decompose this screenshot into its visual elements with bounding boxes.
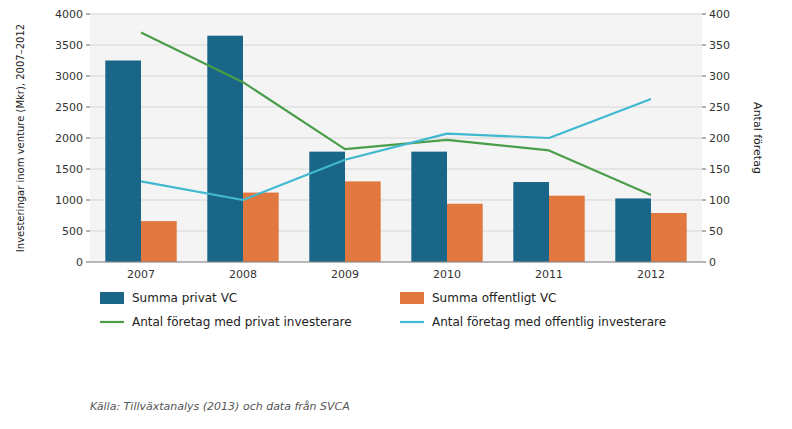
- grid-line: [90, 200, 702, 201]
- tick-label: 200: [709, 132, 730, 145]
- tick: [702, 262, 706, 263]
- grid-line: [90, 76, 702, 77]
- source-note: Källa: Tillväxtanalys (2013) och data fr…: [90, 400, 350, 413]
- line: [141, 99, 651, 200]
- bar: [105, 61, 141, 263]
- bar: [447, 204, 483, 262]
- legend-label: Antal företag med offentlig investerare: [432, 315, 666, 329]
- bar: [615, 198, 651, 262]
- tick-label: 2008: [229, 268, 257, 281]
- tick-label: 100: [709, 194, 730, 207]
- tick-label: 1000: [55, 194, 83, 207]
- grid-line: [90, 14, 702, 15]
- tick-label: 1500: [55, 163, 83, 176]
- plot-area: [90, 14, 702, 262]
- tick-label: 3500: [55, 39, 83, 52]
- tick-label: 2007: [127, 268, 155, 281]
- line: [141, 33, 651, 195]
- tick: [86, 169, 90, 170]
- tick-label: 500: [62, 225, 83, 238]
- tick-label: 2011: [535, 268, 563, 281]
- legend: Summa privat VC Summa offentligt VC Antal …: [100, 291, 666, 329]
- marks: [105, 33, 686, 262]
- tick-label: 50: [709, 225, 723, 238]
- chart: 0 500 1000 1500 2000 2500 3000 3500 4000 0 50 100 15…: [0, 0, 792, 429]
- tick: [86, 45, 90, 46]
- tick-label: 2010: [433, 268, 461, 281]
- tick: [702, 45, 706, 46]
- legend-label: Summa offentligt VC: [432, 291, 556, 305]
- bar: [513, 182, 549, 262]
- tick-label: 2012: [637, 268, 665, 281]
- tick-label: 150: [709, 163, 730, 176]
- y-axis-label: Investeringar inom venture (Mkr), 2007–2…: [15, 24, 26, 252]
- legend-swatch: [100, 321, 124, 323]
- tick: [86, 107, 90, 108]
- tick-label: 2000: [55, 132, 83, 145]
- bar: [345, 181, 381, 262]
- tick: [86, 14, 90, 15]
- tick: [702, 14, 706, 15]
- tick-label: 300: [709, 70, 730, 83]
- tick: [86, 200, 90, 201]
- bar: [207, 36, 243, 262]
- tick: [702, 76, 706, 77]
- legend-swatch: [400, 321, 424, 323]
- bar: [549, 196, 585, 262]
- grid-line: [90, 169, 702, 170]
- legend-label: Antal företag med privat investerare: [132, 315, 352, 329]
- x-axis: [90, 262, 702, 263]
- tick: [702, 107, 706, 108]
- bar: [411, 152, 447, 262]
- tick-label: 2500: [55, 101, 83, 114]
- legend-label: Summa privat VC: [132, 291, 237, 305]
- tick-label: 3000: [55, 70, 83, 83]
- bar: [651, 213, 687, 262]
- legend-swatch: [100, 292, 124, 304]
- tick-label: 250: [709, 101, 730, 114]
- tick: [702, 138, 706, 139]
- grid-line: [90, 138, 702, 139]
- tick: [86, 76, 90, 77]
- grid-line: [90, 45, 702, 46]
- grid-line: [90, 262, 702, 263]
- tick-label: 4000: [55, 8, 83, 21]
- tick-label: 0: [76, 256, 83, 269]
- tick-label: 0: [709, 256, 716, 269]
- y2-axis-label: Antal företag: [751, 102, 764, 174]
- tick: [86, 262, 90, 263]
- legend-swatch: [400, 292, 424, 304]
- tick: [86, 138, 90, 139]
- tick: [702, 200, 706, 201]
- tick: [86, 231, 90, 232]
- bar: [309, 152, 345, 262]
- bar: [243, 193, 279, 262]
- grid-line: [90, 231, 702, 232]
- grid-line: [90, 107, 702, 108]
- bar: [141, 221, 177, 262]
- tick-label: 350: [709, 39, 730, 52]
- tick-label: 2009: [331, 268, 359, 281]
- tick: [702, 169, 706, 170]
- tick: [702, 231, 706, 232]
- tick-label: 400: [709, 8, 730, 21]
